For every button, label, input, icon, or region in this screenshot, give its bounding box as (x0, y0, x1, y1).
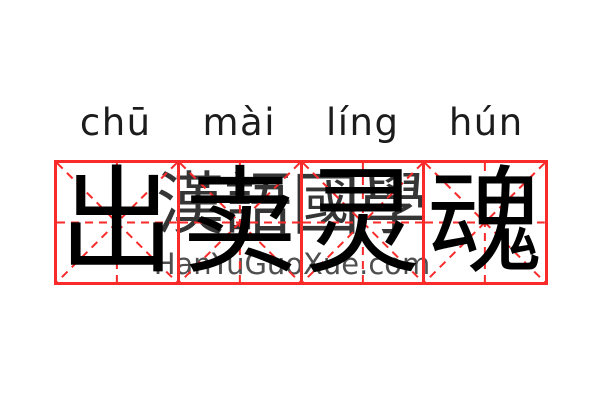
mizige-guides-icon (57, 163, 177, 282)
mizige-cell: 出 (57, 163, 180, 282)
pinyin-row: chū mài líng hún (54, 98, 548, 148)
hanzi-character: 出 (58, 154, 175, 290)
pinyin-syllable: líng (326, 101, 400, 144)
mizige-guides-icon (179, 163, 300, 282)
hanzi-character: 灵 (304, 154, 421, 290)
character-grid: 出 卖 灵 (54, 160, 548, 285)
watermark-cjk: 漢語國學 (155, 166, 429, 245)
hanzi-character: 魂 (427, 154, 544, 290)
mizige-cell: 魂 (425, 163, 545, 282)
hanzi-character: 卖 (181, 154, 298, 290)
pinyin-syllable: hún (448, 101, 524, 144)
pinyin-syllable: chū (79, 101, 152, 144)
mizige-guides-icon (425, 163, 545, 282)
mizige-guides-icon (302, 163, 423, 282)
mizige-cell: 灵 (302, 154, 426, 290)
mizige-cell: 卖 (179, 154, 303, 290)
pinyin-syllable: mài (202, 101, 276, 144)
